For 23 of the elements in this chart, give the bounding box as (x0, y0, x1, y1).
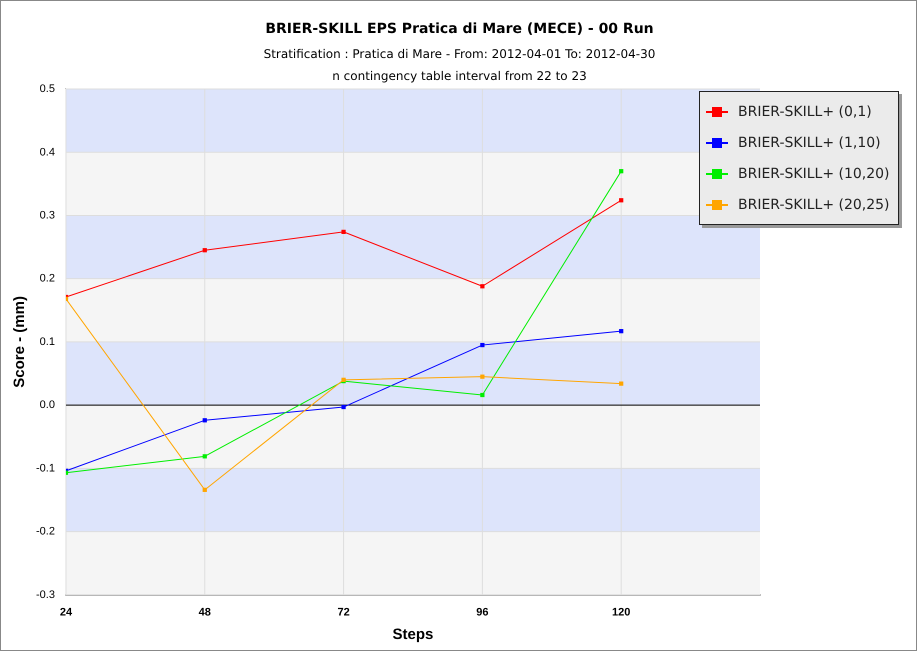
y-axis-title: Score - (mm) (11, 296, 28, 388)
y-tick-label: -0.1 (36, 462, 55, 474)
chart-subtitle: Stratification : Pratica di Mare - From: 2012-04-01 To: 2012-04-30 (262, 47, 656, 61)
legend-label: BRIER-SKILL+ (20,25) (738, 196, 890, 212)
text: n contingency table interval from 22 to 23 (331, 69, 588, 83)
x-tick-label: 120 (612, 606, 630, 618)
y-tick-label: -0.3 (36, 588, 55, 601)
y-tick-label: 0.1 (40, 336, 55, 348)
y-tick-label: 0.5 (40, 83, 55, 96)
legend-label: BRIER-SKILL+ (1,10) (738, 134, 881, 150)
x-tick-label: 48 (198, 606, 211, 618)
y-tick-label: 0.2 (40, 272, 55, 285)
y-tick-label: 0.3 (40, 209, 55, 222)
legend-label: BRIER-SKILL+ (0,1) (738, 104, 872, 120)
chart-title: BRIER-SKILL EPS Pratica di Mare (MECE) - 00 Run (264, 21, 655, 37)
y-tick-label: 0.4 (40, 146, 55, 158)
legend-label: BRIER-SKILL+ (10,20) (738, 166, 890, 182)
y-tick-label: 0.0 (40, 399, 55, 412)
y-tick-label: -0.2 (36, 526, 55, 538)
x-axis-title: Steps (392, 626, 434, 644)
x-tick-label: 72 (337, 606, 350, 618)
x-tick-label: 96 (476, 606, 489, 618)
x-tick-label: 24 (60, 606, 73, 618)
